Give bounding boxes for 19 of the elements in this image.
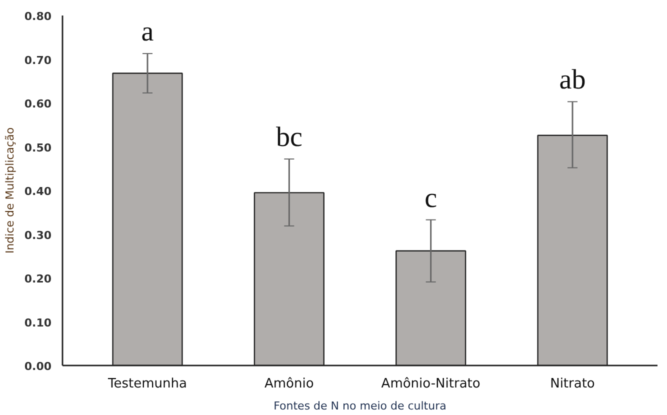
y-tick-label: 0.70: [24, 54, 52, 67]
y-tick-label: 0.40: [24, 185, 52, 198]
annotation: a: [141, 16, 154, 48]
x-tick-label: Amônio-Nitrato: [381, 376, 480, 392]
y-tick-label: 0.80: [24, 10, 52, 23]
annotation: c: [424, 182, 438, 214]
y-tick-label: 0.30: [24, 228, 52, 242]
y-tick-label: 0.20: [24, 272, 52, 286]
annotation: ab: [559, 64, 586, 96]
y-tick-label: 0.60: [24, 98, 52, 110]
y-axis-title: Indice de Multiplicação: [3, 127, 16, 254]
x-tick-label: Testemunha: [107, 376, 187, 392]
y-tick-label: 0.00: [24, 360, 52, 373]
y-tick-label: 0.50: [24, 141, 52, 154]
x-tick-label: Amônio: [264, 376, 314, 392]
x-axis-title: Fontes de N no meio de cultura: [274, 400, 446, 412]
y-tick-label: 0.10: [24, 316, 52, 330]
x-tick-label: Nitrato: [550, 376, 595, 392]
annotation: bc: [276, 122, 302, 153]
